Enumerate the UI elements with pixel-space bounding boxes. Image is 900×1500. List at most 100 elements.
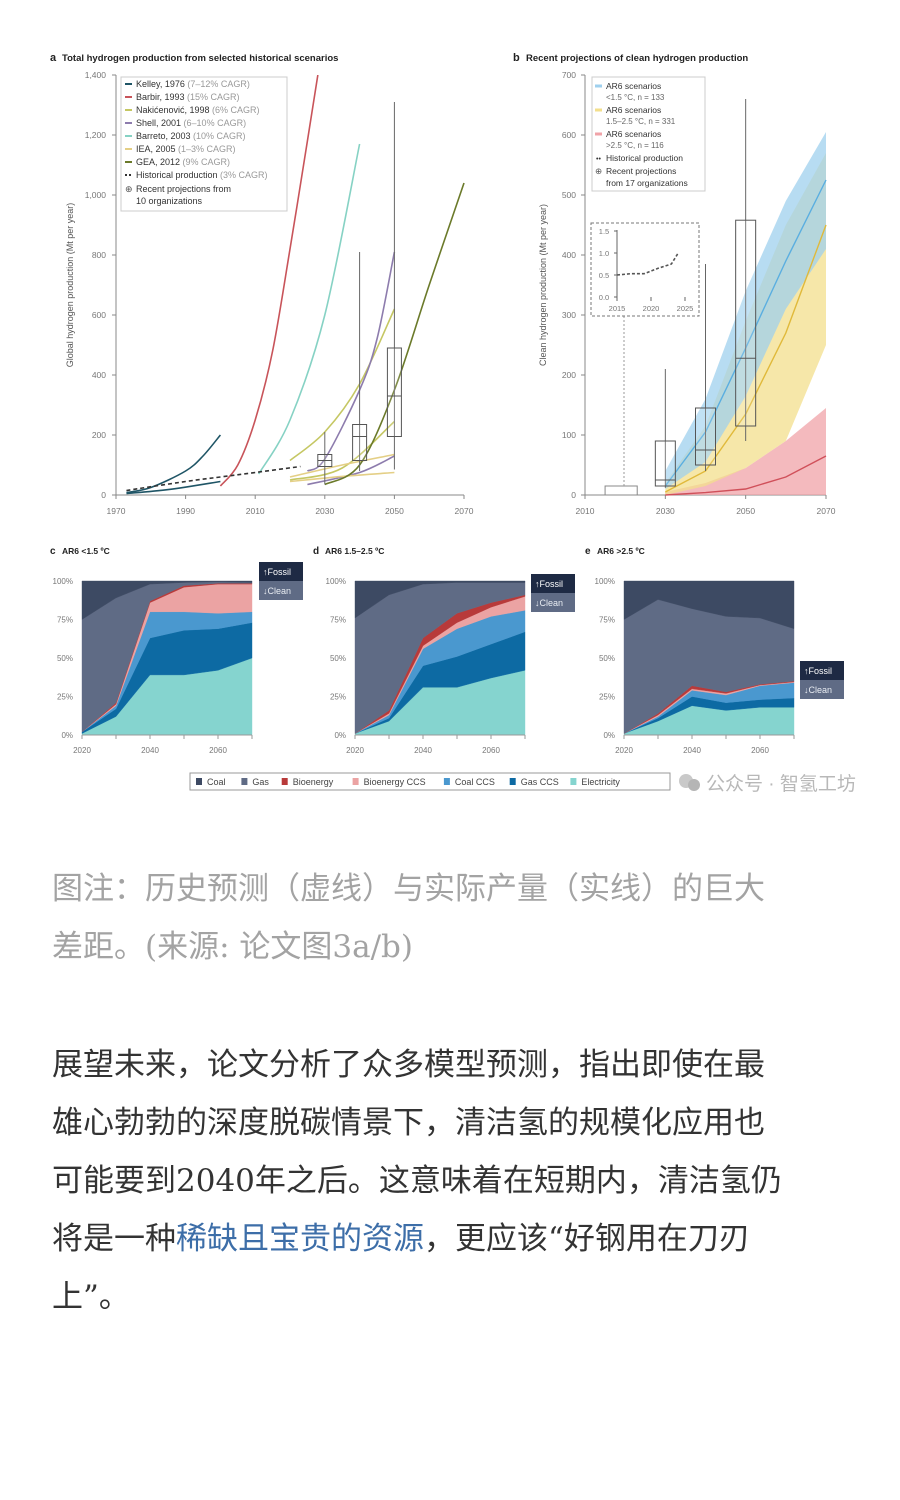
legend-note: (10% CAGR) [193,131,246,141]
panel-letter: e [585,546,591,557]
chart-title: AR6 >2.5 ºC [597,546,645,556]
box-iqr [695,407,716,466]
y-tick-label: 100% [326,577,346,586]
box-iqr [654,440,676,487]
legend-entry-sub: <1.5 °C, n = 133 [606,93,665,102]
x-tick-label: 2060 [209,746,227,755]
figure: a Total hydrogen production from selected… [50,52,856,795]
y-tick-label: 0 [101,490,106,500]
clean-label: ↓Clean [535,598,563,608]
y-tick-label: 200 [92,430,106,440]
clean-tag [531,593,575,612]
legend-note: (6% CAGR) [212,105,260,115]
y-tick-label: 400 [562,250,576,260]
chart-title: Total hydrogen production from selected … [62,53,338,64]
x-tick-label: 2030 [656,506,675,516]
y-tick-label: 75% [599,616,615,625]
boxplot [695,264,716,471]
legend-swatch-dots: •• [596,156,601,163]
legend-name: GEA, 2012 [136,157,183,167]
legend-note: (3% CAGR) [220,170,268,180]
inset-x-tick-label: 2015 [609,304,626,313]
legend-entry: Recent projections [606,166,676,176]
inset-y-tick-label: 1.5 [599,227,609,236]
legend-entry: Recent projections from [136,184,231,194]
legend-entry: AR6 scenarios [606,129,661,139]
x-tick-label: 2020 [615,746,633,755]
inset-frame [590,222,700,317]
legend-note: (1–3% CAGR) [178,144,236,154]
legend-entry: from 17 organizations [606,178,688,188]
historical-box [604,485,638,496]
legend-entry: Historical production (3% CAGR) [136,170,268,180]
inset-x-tick-label: 2025 [677,304,694,313]
boxplot [654,369,676,488]
y-axis-label: Clean hydrogen production (Mt per year) [538,204,548,366]
box-iqr [386,347,402,437]
legend-entry: Coal [207,777,226,787]
y-tick-label: 25% [57,693,73,702]
legend-entry: AR6 scenarios [606,81,661,91]
fossil-tag [531,574,575,593]
y-tick-label: 0% [603,731,615,740]
x-tick-label: 1970 [107,506,126,516]
boxplot [735,99,757,441]
legend-swatch [241,778,248,785]
stack-area-coal [623,580,795,629]
paragraph-line: 将是一种稀缺且宝贵的资源，更应该“好钢用在刀刃 [52,1210,862,1268]
legend-swatch [196,778,202,785]
x-tick-label: 2040 [683,746,701,755]
legend-entry-sub: 1.5–2.5 °C, n = 331 [606,117,676,126]
legend-swatch [509,778,516,785]
x-tick-label: 2070 [455,506,474,516]
x-tick-label: 2010 [576,506,595,516]
fossil-label: ↑Fossil [535,579,563,589]
y-tick-label: 600 [92,310,106,320]
y-tick-label: 400 [92,370,106,380]
boxplot [317,432,333,485]
legend-name: Barreto, 2003 [136,131,193,141]
scenario-median-line [665,455,827,496]
watermark: 公众号 · 智氢工坊 [706,773,856,795]
chart-title: Recent projections of clean hydrogen pro… [526,53,748,64]
legend-box [120,76,288,212]
series-line [126,465,301,492]
legend-name: Historical production [136,170,220,180]
y-tick-label: 75% [57,616,73,625]
caption-line: 图注：历史预测（虚线）与实际产量（实线）的巨大 [52,871,765,907]
boxplot [386,102,402,470]
clean-label: ↓Clean [804,685,832,695]
highlight-link[interactable]: 稀缺且宝贵的资源 [176,1221,424,1257]
legend-entry: Shell, 2001 (6–10% CAGR) [136,118,246,128]
x-tick-label: 2040 [414,746,432,755]
clean-tag [800,680,844,699]
legend-swatch [281,778,288,785]
y-tick-label: 75% [330,616,346,625]
legend-entry: Electricity [581,777,620,787]
y-tick-label: 800 [92,250,106,260]
y-tick-label: 100% [595,577,615,586]
inset-historical-line [616,252,679,276]
y-tick-label: 1,400 [85,70,107,80]
boxplot-icon: ⊕ [595,166,602,176]
fossil-tag [800,661,844,680]
legend-name: Kelley, 1976 [136,79,187,89]
paragraph-line: 上”。 [52,1279,130,1315]
y-tick-label: 25% [330,693,346,702]
clean-tag [259,581,303,600]
box-iqr [352,424,368,461]
legend-name: Shell, 2001 [136,118,184,128]
fossil-label: ↑Fossil [263,567,291,577]
legend-note: (15% CAGR) [187,92,240,102]
legend-swatch [570,778,577,785]
legend-entry: Kelley, 1976 (7–12% CAGR) [136,79,250,89]
x-tick-label: 1990 [176,506,195,516]
y-tick-label: 200 [562,370,576,380]
scenario-band [665,408,826,495]
paragraph-line: 雄心勃勃的深度脱碳情景下，清洁氢的规模化应用也 [52,1105,765,1141]
y-tick-label: 600 [562,130,576,140]
series-line [257,143,361,475]
legend-entry: Gas [252,777,269,787]
legend-entry: Gas CCS [521,777,559,787]
x-tick-label: 2040 [141,746,159,755]
